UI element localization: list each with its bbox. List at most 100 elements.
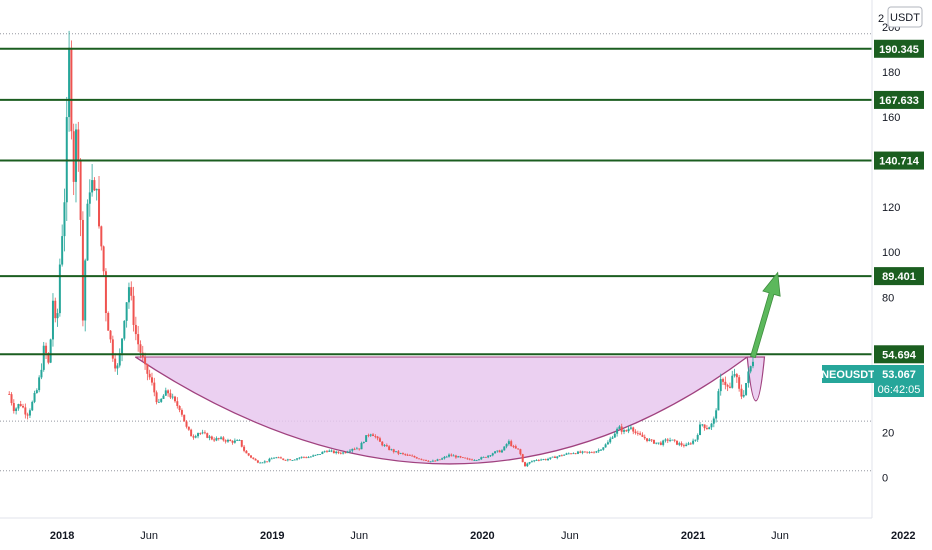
candle-body <box>385 445 388 447</box>
candle-body <box>583 451 586 453</box>
candle-body <box>489 455 492 457</box>
candle-body <box>174 396 177 402</box>
candle-body <box>125 302 128 321</box>
target-arrow <box>750 271 781 359</box>
candle-body <box>675 440 678 445</box>
candle-body <box>563 454 566 456</box>
candle-body <box>602 447 605 450</box>
cup-pattern <box>134 356 766 465</box>
currency-badge[interactable]: 2 USDT <box>878 6 923 28</box>
candle-body <box>305 457 308 459</box>
candle-body <box>424 459 427 461</box>
candle-body <box>574 453 577 455</box>
candle-body <box>747 371 750 384</box>
candle-body <box>298 457 301 459</box>
price-tick-label: 200 <box>882 22 900 34</box>
candle-body <box>266 461 269 463</box>
candle-body <box>194 436 197 438</box>
candle-body <box>17 404 20 409</box>
price-axis[interactable]: 0204080100120160180200 190.345167.633140… <box>821 0 924 518</box>
candle-body <box>164 390 167 396</box>
candle-body <box>150 377 153 383</box>
candle-body <box>383 445 386 446</box>
candle-body <box>236 440 239 441</box>
candle-body <box>735 374 738 378</box>
candle-body <box>146 364 149 374</box>
candle-body <box>162 395 165 399</box>
price-tick-label: 100 <box>882 247 900 259</box>
plot-area[interactable] <box>0 30 872 472</box>
candle-body <box>388 446 391 450</box>
candle-body <box>659 442 662 445</box>
candle-body <box>190 429 193 437</box>
candle-body <box>256 460 259 463</box>
candle-body <box>167 390 170 394</box>
candle-body <box>468 458 471 460</box>
candle-body <box>657 442 660 444</box>
candle-body <box>448 454 451 457</box>
candle-body <box>613 433 616 438</box>
candle-body <box>33 392 36 402</box>
candle-body <box>263 461 266 463</box>
candle-body <box>567 453 570 455</box>
candle-body <box>620 426 623 432</box>
resistance-tag <box>874 151 924 170</box>
candle-body <box>547 458 550 461</box>
candle-body <box>494 451 497 454</box>
symbol-price-tag[interactable]: NEOUSDT 53.067 06:42:05 <box>821 365 924 397</box>
candle-body <box>22 405 25 408</box>
candle-body <box>595 451 598 453</box>
candle-body <box>740 388 743 397</box>
candle-body <box>662 440 665 445</box>
candle-body <box>72 131 75 182</box>
candle-body <box>369 434 372 436</box>
candle-body <box>471 459 474 461</box>
time-tick-label: 2018 <box>50 530 74 542</box>
price-tags: 190.345 167.633 140.714 89.401 54.694 <box>874 39 924 364</box>
candle-body <box>358 448 361 450</box>
candle-body <box>296 458 299 460</box>
time-tick-label: 2022 <box>891 530 915 542</box>
candle-body <box>231 441 234 443</box>
candle-body <box>572 453 575 455</box>
candle-body <box>441 458 444 460</box>
candle-body <box>342 452 345 454</box>
price-tick-label: 120 <box>882 202 900 214</box>
candle-body <box>717 391 720 411</box>
candle-body <box>586 451 589 453</box>
candle-body <box>220 437 223 439</box>
candle-body <box>618 426 621 429</box>
last-price-tag <box>874 365 924 397</box>
resistance-tag <box>874 267 924 286</box>
candle-body <box>710 423 713 428</box>
candle-body <box>701 424 704 426</box>
candle-body <box>86 203 89 261</box>
candle-body <box>648 439 651 441</box>
candle-body <box>477 459 480 461</box>
candle-body <box>395 451 398 453</box>
resistance-tag-label: 54.694 <box>882 349 917 361</box>
candle-body <box>300 456 303 458</box>
candle-body <box>111 339 114 359</box>
candle-body <box>337 451 340 453</box>
candle-body <box>249 455 252 458</box>
candle-body <box>738 377 741 389</box>
time-tick-label: Jun <box>561 530 579 542</box>
candle-body <box>482 456 485 458</box>
last-price-value: 53.067 <box>882 369 916 381</box>
candle-body <box>724 381 727 386</box>
candle-body <box>107 313 110 331</box>
candle-body <box>687 443 690 445</box>
resistance-tag <box>874 90 924 109</box>
candle-body <box>436 459 439 461</box>
candle-body <box>54 300 57 319</box>
candle-body <box>609 438 612 443</box>
resistance-lines[interactable] <box>0 47 872 356</box>
candle-body <box>641 434 644 437</box>
time-axis[interactable]: 2018 Jun 2019 Jun 2020 Jun 2021 Jun 2022 <box>0 517 915 542</box>
candle-body <box>415 457 418 459</box>
candle-body <box>475 460 478 461</box>
candle-body <box>98 188 101 227</box>
candle-body <box>616 428 619 434</box>
